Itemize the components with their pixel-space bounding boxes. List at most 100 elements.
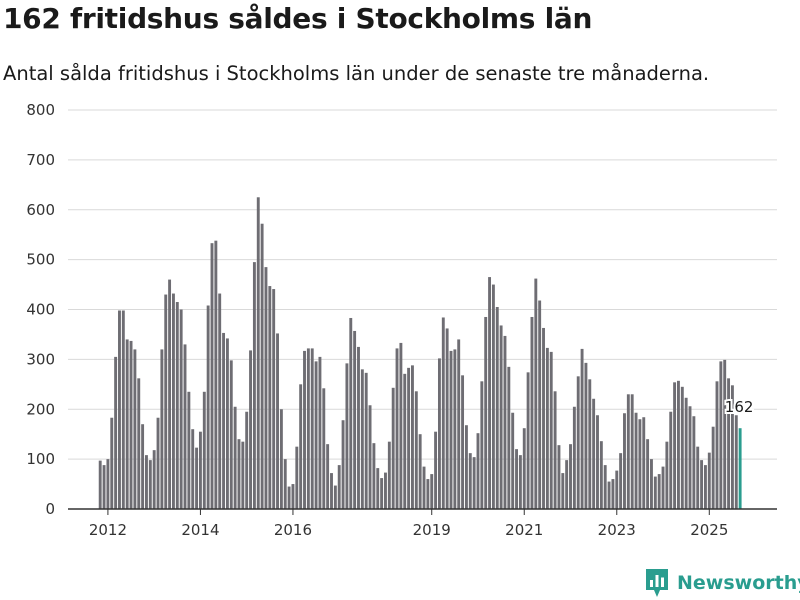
bar	[156, 417, 160, 509]
bar	[503, 335, 507, 509]
newsworthy-brand[interactable]: Newsworthy	[645, 568, 800, 598]
bar	[310, 348, 314, 509]
bar	[727, 378, 731, 509]
bar	[468, 453, 472, 509]
bar-latest	[738, 428, 742, 509]
bar	[187, 391, 191, 509]
bar	[210, 243, 214, 510]
x-tick-label: 2023	[598, 521, 636, 539]
bar	[511, 412, 515, 509]
y-tick-label: 700	[26, 151, 55, 169]
y-tick-label: 600	[26, 201, 55, 219]
bar	[206, 305, 210, 509]
bar	[175, 302, 179, 509]
bar	[734, 415, 738, 509]
bar	[723, 359, 727, 509]
bar	[225, 338, 229, 509]
bar	[372, 443, 376, 509]
x-tick-label: 2016	[274, 521, 312, 539]
bar	[619, 453, 623, 509]
bar	[638, 419, 642, 509]
bar	[387, 441, 391, 509]
bar	[580, 348, 584, 509]
bar	[661, 466, 665, 509]
bar	[326, 444, 330, 509]
bar	[457, 339, 461, 509]
bar	[357, 346, 360, 509]
bar	[445, 328, 449, 509]
bar	[592, 398, 596, 509]
bar	[696, 446, 700, 509]
bar	[441, 317, 445, 509]
bar	[322, 388, 326, 509]
bar	[495, 307, 499, 509]
bar	[657, 474, 661, 509]
bar	[584, 362, 588, 509]
bar	[249, 350, 252, 509]
bar	[615, 470, 619, 509]
bar	[607, 481, 611, 509]
bar	[399, 342, 403, 509]
bar	[102, 465, 106, 509]
brand-name: Newsworthy	[677, 572, 800, 594]
bar	[268, 286, 272, 509]
bar	[303, 350, 306, 509]
bar	[453, 349, 457, 509]
bar	[730, 385, 734, 509]
bar	[318, 356, 322, 509]
bar	[337, 465, 341, 509]
bar	[480, 381, 484, 509]
bar	[110, 417, 114, 509]
bar	[198, 431, 202, 509]
bar	[715, 381, 719, 509]
bar	[411, 365, 414, 509]
bar	[172, 293, 175, 509]
x-tick-label: 2012	[89, 521, 127, 539]
bar	[542, 327, 545, 509]
bar	[145, 455, 148, 509]
bar	[596, 415, 599, 509]
bar	[148, 460, 152, 509]
bar	[179, 309, 183, 509]
bar	[522, 428, 526, 509]
bar	[711, 426, 715, 509]
bar	[700, 460, 704, 509]
chart-title: 162 fritidshus såldes i Stockholms län	[3, 2, 593, 35]
bar	[426, 479, 430, 509]
bar	[229, 360, 233, 509]
y-tick-label: 500	[26, 251, 55, 269]
bar	[264, 267, 268, 509]
bar	[283, 459, 287, 510]
bar	[233, 406, 237, 509]
y-tick-label: 400	[26, 301, 55, 319]
bar	[218, 293, 222, 509]
bar	[168, 279, 172, 509]
bar	[557, 445, 561, 509]
y-tick-label: 300	[26, 350, 55, 368]
bar	[422, 466, 426, 509]
bar	[252, 262, 256, 509]
bar	[692, 416, 696, 509]
bar	[333, 485, 337, 509]
bar	[129, 340, 133, 509]
bar	[673, 382, 677, 509]
y-tick-label: 0	[45, 500, 55, 518]
bar	[287, 486, 291, 509]
bar	[476, 433, 480, 509]
bar	[291, 484, 295, 509]
bar	[484, 316, 488, 509]
bar	[499, 325, 503, 509]
bar	[295, 446, 299, 509]
bar	[491, 284, 495, 509]
bar	[526, 372, 530, 509]
bar	[407, 367, 411, 509]
bar	[106, 459, 110, 510]
bar	[256, 197, 260, 509]
bar	[565, 460, 569, 509]
bar	[237, 439, 241, 509]
bar	[464, 425, 468, 509]
x-tick-label: 2025	[690, 521, 728, 539]
bar	[260, 223, 264, 509]
bar	[299, 384, 303, 509]
